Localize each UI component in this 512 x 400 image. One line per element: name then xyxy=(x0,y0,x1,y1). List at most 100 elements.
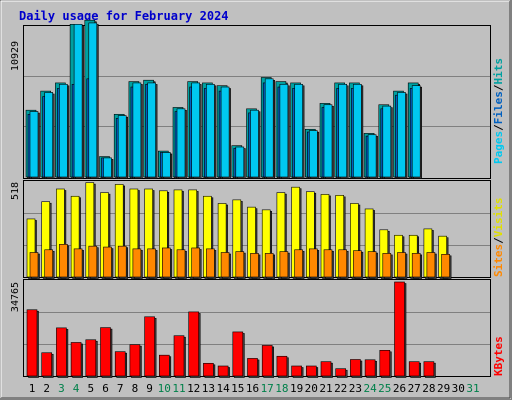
x-tick-day-26: 26 xyxy=(393,382,406,395)
hits-files-pages-pages-bar-day-7 xyxy=(117,115,127,178)
kbytes-kbytes-bar-day-8 xyxy=(129,344,141,377)
hits-files-pages-pages-bar-day-8 xyxy=(132,82,142,178)
x-tick-day-17: 17 xyxy=(261,382,274,395)
hits-files-pages-pages-bar-day-21 xyxy=(323,104,333,178)
hits-files-pages-pages-bar-day-5 xyxy=(88,22,98,178)
x-tick-day-20: 20 xyxy=(305,382,318,395)
visits-sites-sites-bar-day-6 xyxy=(103,246,112,278)
kbytes-kbytes-bar-day-21 xyxy=(320,361,332,377)
hits-files-pages-pages-bar-day-26 xyxy=(397,92,406,178)
x-tick-day-21: 21 xyxy=(319,382,332,395)
x-tick-day-11: 11 xyxy=(172,382,185,395)
x-tick-day-29: 29 xyxy=(437,382,450,395)
visits-sites-sites-bar-day-27 xyxy=(411,253,421,278)
hits-files-pages-pages-bar-day-20 xyxy=(308,130,318,178)
x-tick-day-16: 16 xyxy=(246,382,259,395)
kbytes-kbytes-bar-day-5 xyxy=(85,339,97,377)
hits-files-pages-pages-bar-day-11 xyxy=(176,108,186,178)
kbytes-kbytes-bar-day-12 xyxy=(188,311,199,377)
visits-sites-sites-bar-day-11 xyxy=(176,249,186,278)
visits-sites-sites-bar-day-10 xyxy=(162,247,171,278)
hits-files-pages-pages-bar-day-23 xyxy=(353,83,362,178)
hits-files-pages-pages-bar-day-1 xyxy=(29,111,39,178)
kbytes-kbytes-bar-day-28 xyxy=(423,361,435,377)
visits-sites-sites-bar-day-16 xyxy=(250,253,259,278)
bars-layer xyxy=(25,19,452,378)
x-tick-day-27: 27 xyxy=(408,382,421,395)
kbytes-kbytes-bar-day-27 xyxy=(408,361,420,377)
visits-sites-sites-bar-day-2 xyxy=(44,249,54,278)
hits-files-pages-pages-bar-day-25 xyxy=(382,105,392,178)
x-tick-day-6: 6 xyxy=(102,382,109,395)
kbytes-kbytes-bar-day-6 xyxy=(100,327,111,377)
x-tick-day-7: 7 xyxy=(117,382,124,395)
kbytes-kbytes-bar-day-13 xyxy=(203,362,214,377)
visits-sites-sites-bar-day-1 xyxy=(29,252,39,278)
hits-files-pages-pages-bar-day-3 xyxy=(59,83,68,178)
x-tick-day-3: 3 xyxy=(58,382,65,395)
kbytes-kbytes-bar-day-14 xyxy=(217,365,229,377)
kbytes-kbytes-bar-day-9 xyxy=(144,316,155,377)
x-tick-day-9: 9 xyxy=(146,382,153,395)
x-tick-day-2: 2 xyxy=(43,382,50,395)
chart-title: Daily usage for February 2024 xyxy=(19,9,229,23)
visits-sites-sites-bar-day-25 xyxy=(382,253,392,278)
kbytes-kbytes-bar-day-24 xyxy=(364,359,376,377)
visits-sites-sites-bar-day-20 xyxy=(308,248,318,278)
x-tick-day-12: 12 xyxy=(187,382,200,395)
kbytes-kbytes-bar-day-10 xyxy=(159,354,170,377)
hits-files-pages-pages-bar-day-10 xyxy=(162,152,171,178)
x-tick-day-28: 28 xyxy=(422,382,435,395)
kbytes-kbytes-bar-day-4 xyxy=(70,342,82,377)
kbytes-kbytes-bar-day-15 xyxy=(232,331,244,377)
hits-files-pages-pages-bar-day-6 xyxy=(103,157,112,178)
x-axis-labels: 1 2 3 4 5 6 7 8 9 10 11 12 13 14 15 16 17 18 19 20 21 22 23 24 2… xyxy=(29,382,480,395)
x-tick-day-10: 10 xyxy=(158,382,171,395)
x-tick-day-19: 19 xyxy=(290,382,303,395)
hits-files-pages-pages-bar-day-22 xyxy=(338,83,348,178)
kbytes-kbytes-bar-day-26 xyxy=(394,281,405,377)
kbytes-kbytes-bar-day-18 xyxy=(276,355,288,377)
x-tick-day-31: 31 xyxy=(466,382,479,395)
svg-text:Sites/Visits: Sites/Visits xyxy=(492,198,505,278)
visits-sites-sites-bar-day-3 xyxy=(59,244,68,278)
kbytes-kbytes-bar-day-2 xyxy=(41,352,53,377)
kbytes-kbytes-bar-day-11 xyxy=(173,335,185,377)
legend-hits-label: Hits xyxy=(492,58,505,85)
legend-visits-label: Visits xyxy=(492,198,505,238)
kbytes-kbytes-bar-day-19 xyxy=(291,365,302,377)
visits-sites-sites-bar-day-7 xyxy=(117,245,127,278)
visits-sites-sites-bar-day-22 xyxy=(338,249,348,278)
legend-hits: Pages/Files/Hits xyxy=(492,58,505,164)
visits-sites-sites-bar-day-12 xyxy=(191,247,200,278)
x-tick-day-15: 15 xyxy=(231,382,244,395)
hits-files-pages-pages-bar-day-17 xyxy=(264,78,274,178)
x-tick-day-13: 13 xyxy=(202,382,215,395)
visits-sites-sites-bar-day-18 xyxy=(279,251,289,278)
hits-files-pages-pages-bar-day-19 xyxy=(294,83,303,178)
visits-sites-sites-bar-day-9 xyxy=(147,248,156,278)
visits-sites-sites-bar-day-5 xyxy=(88,245,98,278)
visits-sites-sites-bar-day-23 xyxy=(353,250,362,278)
x-tick-day-8: 8 xyxy=(132,382,139,395)
kbytes-kbytes-bar-day-1 xyxy=(26,309,38,377)
x-tick-day-22: 22 xyxy=(334,382,347,395)
visits-sites-sites-bar-day-15 xyxy=(235,251,245,278)
kbytes-kbytes-bar-day-16 xyxy=(247,358,258,377)
legend-sites: Sites xyxy=(492,244,505,277)
hits-files-pages-pages-bar-day-16 xyxy=(250,109,259,178)
x-tick-day-30: 30 xyxy=(452,382,465,395)
visits-sites-sites-bar-day-17 xyxy=(264,253,274,278)
kbytes-kbytes-bar-day-20 xyxy=(305,365,317,377)
hits-files-pages-pages-bar-day-14 xyxy=(220,86,230,178)
x-tick-day-14: 14 xyxy=(216,382,230,395)
x-tick-day-25: 25 xyxy=(378,382,391,395)
x-tick-day-18: 18 xyxy=(275,382,288,395)
visits-sites-sites-bar-day-4 xyxy=(73,248,83,278)
x-tick-day-5: 5 xyxy=(87,382,94,395)
hits-files-pages-pages-bar-day-2 xyxy=(44,92,54,178)
kbytes-kbytes-bar-day-23 xyxy=(350,359,361,377)
visits-sites-sites-bar-day-8 xyxy=(132,248,142,278)
